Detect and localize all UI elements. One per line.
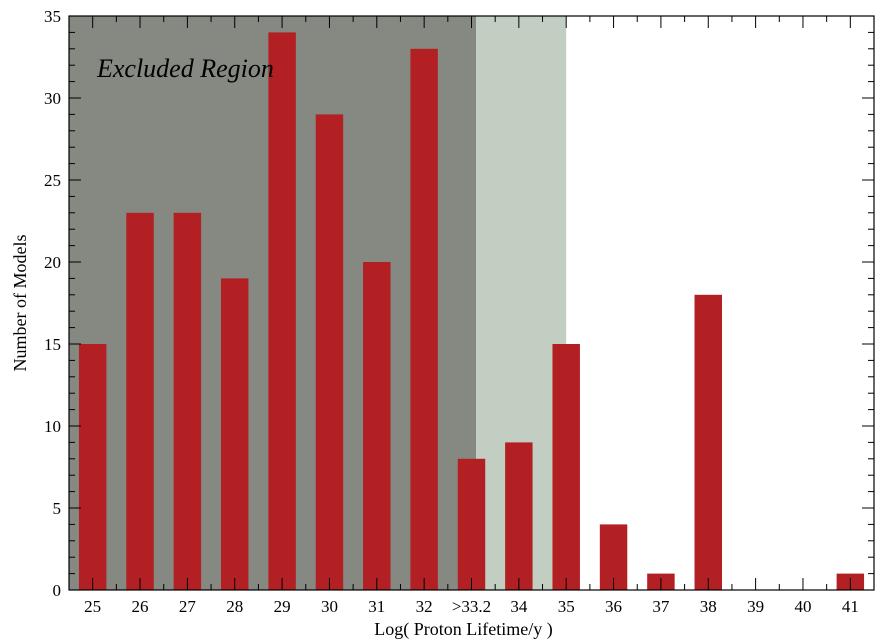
x-tick-label: 37 (652, 597, 670, 616)
bar-34 (505, 442, 532, 590)
x-axis-label: Log( Proton Lifetime/y ) (374, 619, 552, 639)
x-tick-label: 31 (368, 597, 385, 616)
x-tick-label: 27 (179, 597, 197, 616)
bar-29 (268, 32, 295, 590)
y-tick-label: 35 (44, 7, 61, 26)
x-tick-label: 39 (747, 597, 764, 616)
y-tick-label: 30 (44, 89, 61, 108)
x-tick-label: 34 (510, 597, 528, 616)
bar-35 (552, 344, 579, 590)
x-tick-label: >33.2 (452, 597, 491, 616)
bar-28 (221, 278, 248, 590)
x-tick-label: 40 (794, 597, 811, 616)
x-tick-label: 38 (700, 597, 717, 616)
y-tick-label: 0 (53, 581, 62, 600)
y-axis-label: Number of Models (10, 235, 30, 372)
bar-25 (79, 344, 106, 590)
bar-38 (695, 295, 722, 590)
x-tick-label: 28 (226, 597, 243, 616)
x-tick-label: 41 (842, 597, 859, 616)
bar-26 (126, 213, 153, 590)
x-tick-label: 25 (84, 597, 101, 616)
bar-32 (410, 49, 437, 590)
bar->33.2 (458, 459, 485, 590)
y-tick-label: 15 (44, 335, 61, 354)
y-tick-label: 5 (53, 499, 62, 518)
bar-27 (174, 213, 201, 590)
x-tick-label: 30 (321, 597, 338, 616)
x-tick-label: 26 (132, 597, 149, 616)
bar-30 (316, 114, 343, 590)
y-tick-label: 10 (44, 417, 61, 436)
excluded-region-label: Excluded Region (96, 54, 274, 83)
x-tick-label: 32 (416, 597, 433, 616)
x-tick-label: 35 (558, 597, 575, 616)
x-tick-label: 36 (605, 597, 622, 616)
x-tick-label: 29 (274, 597, 291, 616)
y-tick-label: 20 (44, 253, 61, 272)
bar-31 (363, 262, 390, 590)
y-tick-label: 25 (44, 171, 61, 190)
